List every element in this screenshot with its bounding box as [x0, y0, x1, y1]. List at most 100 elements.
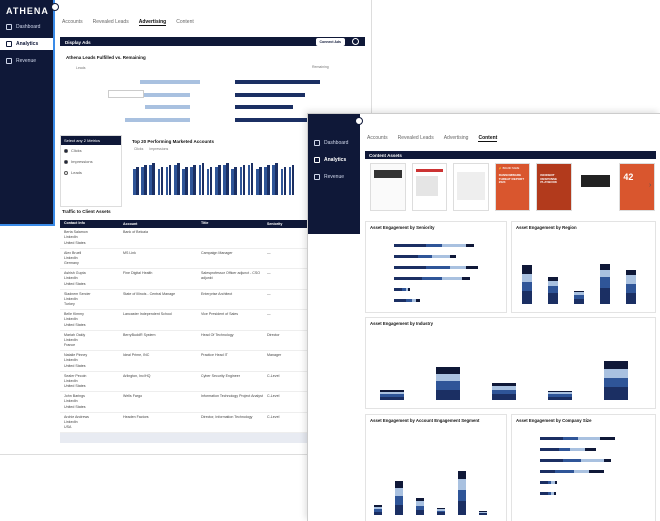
account-cell: Lancaster Independent School: [123, 312, 172, 316]
seniority-cell: C-Level: [267, 373, 280, 378]
sidebar-item-label: Revenue: [324, 174, 345, 180]
chart-bar-segment: [432, 255, 450, 258]
asset-carousel: ⚡ BRAND NAME RANSOMWARE THREAT REPORT 20…: [370, 163, 656, 213]
expand-icon[interactable]: [352, 38, 359, 45]
sidebar: Dashboard Analytics Revenue: [308, 114, 363, 234]
chart-bar-segment: [548, 277, 558, 281]
seniority-cell: —: [267, 291, 271, 296]
column-header[interactable]: Title: [201, 221, 209, 226]
display-ads-header: Display Ads Connect Ads: [60, 37, 365, 46]
table-row[interactable]: Mariah Oakly LinkedIn France BerryBuddR Sys…: [60, 331, 366, 351]
metric-option-leads[interactable]: Leads: [61, 167, 121, 178]
remaining-bar: [235, 93, 305, 97]
contact-info: John Barings LinkedIn United States: [60, 394, 123, 412]
sidebar-item-revenue[interactable]: Revenue: [0, 55, 53, 67]
table-row[interactable]: Belle Kimmy LinkedIn United States Lancaste…: [60, 310, 366, 331]
thumb-title: INCIDENT RESPONSE PLAYBOOK: [540, 173, 558, 185]
asset-thumbnail[interactable]: [577, 163, 614, 211]
chart-bar-segment: [600, 437, 615, 440]
chart-bar-segment: [570, 448, 585, 451]
tab-bar: Accounts Revealed Leads Advertising Cont…: [367, 135, 498, 142]
sidebar-item-dashboard[interactable]: Dashboard: [308, 136, 360, 150]
contact-source: LinkedIn: [64, 337, 78, 342]
account-cell: Wells Fargo: [123, 394, 143, 398]
sidebar-item-analytics[interactable]: Analytics: [308, 153, 360, 167]
column-header[interactable]: Account: [123, 222, 138, 226]
table-row[interactable]: Alex Bruell LinkedIn Germany MS Link Campaig…: [60, 249, 366, 269]
tab-accounts[interactable]: Accounts: [367, 135, 388, 141]
chart-bar-segment: [558, 448, 570, 451]
title-cell: Enterprise Architect: [201, 291, 233, 296]
region-chart: Asset Engagement by Region: [511, 221, 656, 313]
revenue-icon: [6, 58, 12, 64]
chart-bar-segment: [548, 394, 572, 397]
seniority-cell: —: [267, 271, 271, 275]
tab-accounts[interactable]: Accounts: [62, 19, 83, 25]
table-row[interactable]: Natalie Pinney LinkedIn United States Ideal…: [60, 351, 366, 372]
chart-bar-segment: [394, 244, 426, 247]
chart-bar-segment: [551, 492, 555, 495]
asset-thumbnail[interactable]: INCIDENT RESPONSE PLAYBOOK: [536, 163, 572, 211]
metric-option-impressions[interactable]: Impressions: [61, 156, 121, 167]
title-cell: Vice President of Sales: [201, 312, 239, 316]
chart-bar-segment: [458, 489, 466, 502]
radio-icon: [64, 159, 68, 164]
sidebar-item-revenue[interactable]: Revenue: [308, 170, 360, 184]
chart-bar-segment: [436, 367, 460, 375]
connect-ads-button[interactable]: Connect Ads: [315, 38, 345, 46]
chart-bar: [190, 167, 193, 195]
table-row[interactable]: Berta Salamon LinkedIn United States Bank o…: [60, 228, 366, 249]
tab-content[interactable]: Content: [478, 135, 498, 142]
chart-bar-segment: [458, 470, 466, 480]
tab-content[interactable]: Content: [176, 19, 194, 25]
tab-advertising[interactable]: Advertising: [443, 135, 469, 141]
tab-revealed-leads[interactable]: Revealed Leads: [92, 19, 129, 25]
table-row[interactable]: John Barings LinkedIn United States Wells F…: [60, 392, 366, 413]
chart-bar-segment: [548, 390, 572, 393]
chart-bar-segment: [466, 266, 478, 269]
asset-thumbnail[interactable]: ⚡ BRAND NAME RANSOMWARE THREAT REPORT 20…: [494, 163, 531, 211]
chart-bar-segment: [626, 269, 636, 276]
contact-source: LinkedIn: [64, 419, 78, 424]
table-row[interactable]: Ashish Gupta LinkedIn United States Fine Di…: [60, 269, 366, 290]
chart-bar-segment: [436, 389, 460, 400]
chart-bar: [250, 163, 254, 195]
table-row[interactable]: Sealer Pecoin LinkedIn United States Arling…: [60, 372, 366, 392]
chart-bar-segment: [374, 509, 382, 512]
chart-bar: [247, 165, 251, 195]
chart-bar-segment: [437, 508, 445, 510]
revenue-icon: [314, 174, 320, 180]
chart-bar: [201, 163, 205, 195]
collapse-sidebar-button[interactable]: [355, 117, 363, 125]
top-accounts-title: Top 20 Performing Marketed Accounts: [132, 139, 215, 144]
table-row[interactable]: Sladnem Sercier LinkedIn Turkey State of Il…: [60, 290, 366, 310]
chart-bar-segment: [540, 481, 548, 484]
sidebar-item-dashboard[interactable]: Dashboard: [0, 21, 53, 33]
sidebar-item-analytics[interactable]: Analytics: [0, 38, 53, 50]
asset-thumbnail[interactable]: [453, 163, 489, 211]
metric-option-clicks[interactable]: Clicks: [61, 145, 121, 156]
asset-thumbnail[interactable]: [411, 163, 448, 211]
content-window: Dashboard Analytics Revenue Accounts Rev…: [307, 113, 660, 521]
chart-bar-segment: [442, 244, 466, 247]
tab-revealed-leads[interactable]: Revealed Leads: [397, 135, 434, 141]
tab-advertising[interactable]: Advertising: [138, 19, 167, 26]
asset-thumbnail[interactable]: [370, 163, 406, 211]
contact-name: Alex Bruell: [64, 250, 82, 255]
asset-thumbnail[interactable]: 42: [619, 163, 656, 211]
collapse-sidebar-button[interactable]: [51, 3, 59, 11]
contact-source: LinkedIn: [64, 276, 78, 281]
chevron-right-icon[interactable]: ›: [649, 182, 652, 189]
metrics-selector: Select any 2 Metrics Clicks Impressions …: [60, 135, 122, 207]
sidebar: ATHENA Dashboard Analytics Revenue: [0, 0, 59, 226]
chart-bar-segment: [380, 396, 404, 400]
column-header[interactable]: Contact Info: [64, 221, 85, 226]
chart-bar-segment: [422, 277, 442, 280]
chart-bar-segment: [600, 269, 610, 277]
column-header[interactable]: Seniority: [267, 222, 283, 226]
chart-bar: [149, 165, 152, 195]
chart-bar-segment: [450, 255, 457, 258]
seniority-cell: C-Level: [267, 394, 280, 398]
segment-chart: Asset Engagement by Account Engagement S…: [365, 414, 507, 521]
table-row[interactable]: Archie Andrews LinkedIn USA Headen Factors D…: [60, 413, 366, 433]
